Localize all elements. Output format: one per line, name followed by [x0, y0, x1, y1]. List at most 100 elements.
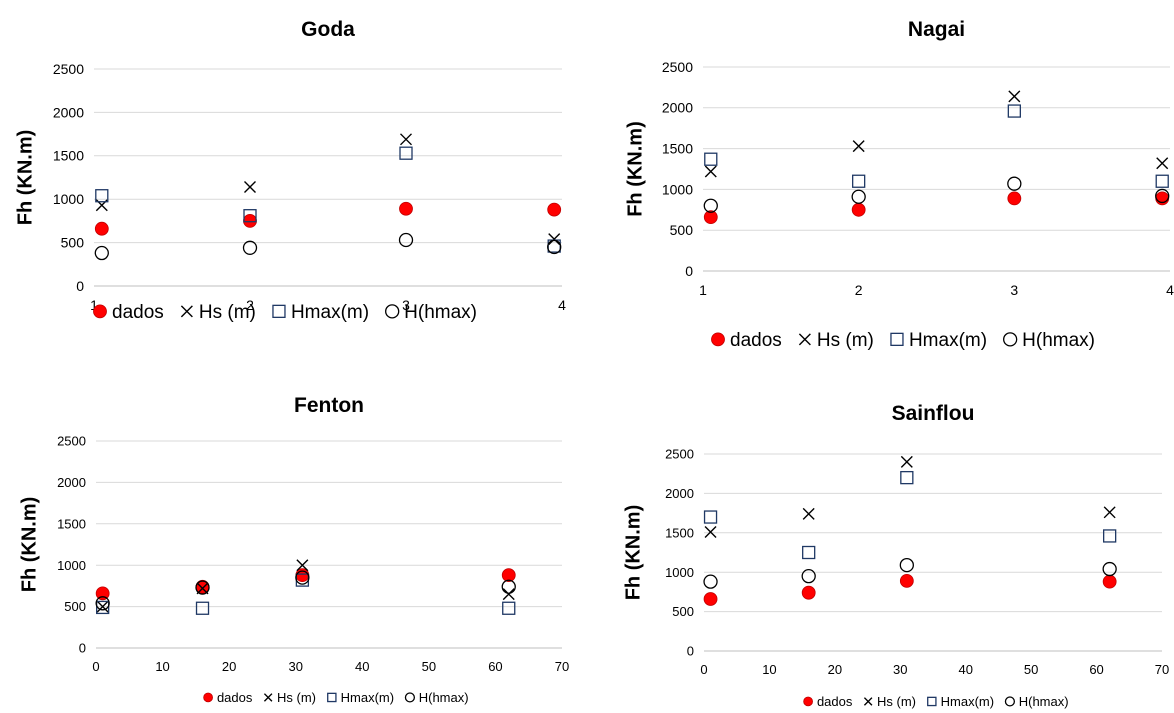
point-dados	[501, 568, 516, 583]
legend-label: Hs (m)	[817, 330, 874, 351]
point-dados	[1102, 574, 1117, 589]
point-hmaxm	[703, 510, 718, 524]
legend-marker-dados	[803, 696, 813, 707]
point-hhmax	[1155, 188, 1170, 204]
point-hsm	[1008, 90, 1021, 103]
point-hhmax	[94, 245, 109, 261]
legend-marker-dados	[93, 304, 107, 319]
legend: dados Hs (m) Hmax(m) H(hmax)	[803, 694, 1069, 709]
y-axis-label: Fh (KN.m)	[622, 505, 644, 601]
legend-marker-hsm	[863, 697, 873, 706]
legend: dados Hs (m) Hmax(m) H(hmax)	[93, 302, 477, 323]
x-tick-label: 10	[155, 659, 169, 674]
point-dados	[547, 202, 562, 217]
x-tick-label: 40	[958, 662, 972, 677]
x-tick-label: 4	[558, 297, 566, 313]
legend-marker-hmaxm	[890, 332, 904, 347]
point-hhmax	[703, 574, 718, 589]
x-tick-label: 30	[288, 659, 302, 674]
y-tick-label: 1000	[53, 191, 84, 207]
point-hsm	[548, 233, 561, 246]
x-tick-label: 3	[1010, 282, 1018, 298]
point-dados	[899, 573, 914, 588]
point-hhmax	[801, 568, 816, 584]
legend-marker-hsm	[263, 693, 273, 702]
x-tick-label: 30	[893, 662, 907, 677]
y-tick-label: 1500	[57, 516, 86, 531]
point-hsm	[900, 455, 913, 468]
y-tick-label: 0	[76, 278, 84, 294]
point-dados	[243, 213, 257, 228]
point-hmaxm	[1007, 104, 1021, 118]
point-hmaxm	[95, 189, 109, 203]
chart-nagai: Nagai 0 500 1000 1500 2000 2500 1 2 3 4 Fh (KN.m) da…	[624, 18, 1174, 351]
x-tick-label: 2	[246, 297, 254, 313]
legend-marker-dados	[203, 692, 213, 703]
y-tick-label: 1000	[57, 558, 86, 573]
legend: dados Hs (m) Hmax(m) H(hmax)	[203, 690, 469, 705]
legend-marker-hmaxm	[327, 692, 337, 703]
legend-label: Hs (m)	[877, 694, 916, 709]
x-tick-label: 3	[402, 297, 410, 313]
point-hsm	[802, 507, 815, 520]
x-tick-label: 20	[828, 662, 842, 677]
legend-marker-hmaxm	[272, 304, 286, 319]
y-tick-label: 0	[685, 263, 693, 279]
point-dados	[851, 202, 866, 217]
y-tick-label: 500	[672, 604, 694, 619]
legend-label: Hmax(m)	[341, 690, 394, 705]
x-tick-label: 60	[488, 659, 502, 674]
x-tick-label: 2	[855, 282, 863, 298]
point-hmaxm	[195, 601, 210, 615]
legend-marker-hmaxm	[927, 696, 937, 707]
legend-label: H(hmax)	[1022, 330, 1095, 351]
point-hmaxm	[96, 600, 110, 615]
legend-label: H(hmax)	[404, 302, 477, 323]
point-hmaxm	[243, 209, 257, 223]
x-tick-label: 0	[92, 659, 99, 674]
y-tick-label: 2500	[662, 59, 693, 75]
point-hhmax	[703, 198, 718, 213]
point-hhmax	[242, 240, 258, 255]
x-tick-label: 50	[422, 659, 436, 674]
point-hmaxm	[1155, 174, 1169, 188]
point-hsm	[1103, 506, 1116, 519]
legend-marker-hhmax	[385, 304, 400, 319]
point-hmaxm	[802, 545, 816, 560]
point-hhmax	[195, 580, 210, 595]
point-hmaxm	[704, 152, 718, 166]
y-tick-label: 1500	[53, 148, 84, 164]
x-tick-label: 40	[355, 659, 369, 674]
y-tick-label: 1000	[662, 181, 693, 197]
point-dados	[94, 221, 109, 236]
point-hhmax	[1007, 176, 1022, 191]
legend-label: H(hmax)	[419, 690, 469, 705]
point-hhmax	[95, 596, 110, 611]
legend-label: dados	[730, 330, 782, 351]
legend-marker-hsm	[798, 333, 811, 346]
legend-marker-hhmax	[1003, 332, 1018, 347]
y-tick-label: 1500	[662, 141, 693, 157]
point-hsm	[196, 582, 209, 595]
legend-label: Hmax(m)	[909, 330, 987, 351]
chart-title: Sainflou	[892, 402, 975, 425]
y-axis-label: Fh (KN.m)	[18, 497, 40, 593]
point-hsm	[1156, 157, 1169, 170]
legend-marker-dados	[711, 332, 725, 347]
legend-marker-hhmax	[404, 692, 416, 703]
x-tick-label: 70	[1155, 662, 1169, 677]
point-hsm	[704, 526, 717, 539]
point-dados	[399, 201, 413, 216]
point-hsm	[244, 181, 256, 194]
x-tick-label: 1	[90, 297, 98, 313]
legend-label: Hmax(m)	[291, 302, 369, 323]
y-tick-label: 1500	[665, 525, 694, 540]
chart-title: Fenton	[294, 394, 364, 417]
legend-label: Hs (m)	[277, 690, 316, 705]
point-hhmax	[1102, 561, 1117, 577]
point-hsm	[96, 600, 109, 613]
point-hhmax	[547, 239, 562, 255]
point-hmaxm	[502, 601, 516, 615]
y-tick-label: 500	[64, 599, 86, 614]
